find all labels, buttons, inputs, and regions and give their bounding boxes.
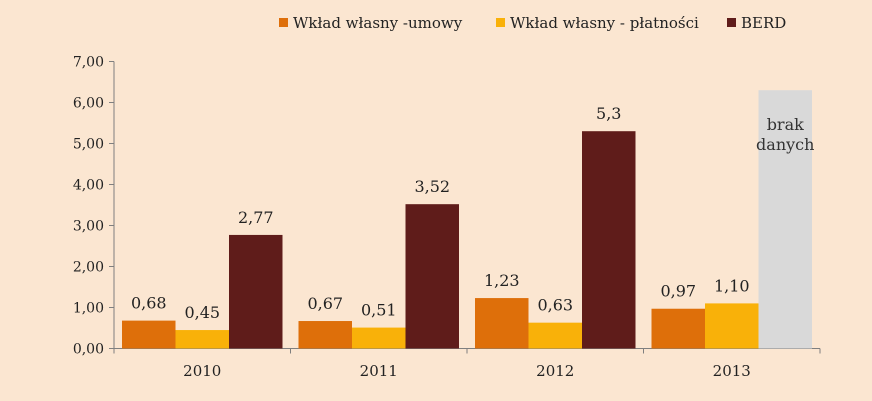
data-label: 0,97 <box>660 282 696 301</box>
y-tick-label: 4,00 <box>73 178 104 194</box>
bar <box>175 330 229 349</box>
x-axis: 2010 2011 2012 2013 <box>113 348 821 380</box>
data-label: 0,68 <box>131 294 167 313</box>
data-label: 0,67 <box>307 294 343 313</box>
data-label: 0,63 <box>537 296 573 315</box>
x-tick-label: 2012 <box>536 362 574 380</box>
y-axis: 0,00 1,00 2,00 3,00 4,00 5,00 6,00 7,00 <box>73 55 115 358</box>
data-label: 0,51 <box>361 301 397 320</box>
x-tick-label: 2013 <box>713 362 751 380</box>
data-label: 1,23 <box>484 271 520 290</box>
legend-label: Wkład własny - płatności <box>510 14 699 32</box>
bar <box>475 298 529 349</box>
data-label: 1,10 <box>714 276 750 295</box>
bar <box>528 322 582 349</box>
x-tick-label: 2011 <box>360 362 398 380</box>
missing-data-note: brak <box>767 115 804 134</box>
legend-swatch <box>727 18 736 27</box>
bar <box>298 321 352 349</box>
bar <box>651 308 705 349</box>
x-tick-label: 2010 <box>183 362 221 380</box>
bar <box>705 303 759 349</box>
legend-swatch <box>279 18 288 27</box>
bar <box>352 327 406 349</box>
data-label: 0,45 <box>184 303 220 322</box>
data-label: 3,52 <box>414 177 450 196</box>
y-tick-label: 1,00 <box>73 301 104 317</box>
missing-data-bar <box>758 90 812 349</box>
data-label: 2,77 <box>238 208 274 227</box>
bar <box>229 234 283 349</box>
y-tick-label: 0,00 <box>73 342 104 358</box>
y-tick-label: 3,00 <box>73 219 104 235</box>
legend-label: Wkład własny -umowy <box>293 14 463 32</box>
bar <box>582 131 636 349</box>
data-label: 5,3 <box>596 104 621 123</box>
y-tick-label: 6,00 <box>73 96 104 112</box>
legend-label: BERD <box>741 14 786 32</box>
y-tick-label: 2,00 <box>73 260 104 276</box>
y-tick-label: 7,00 <box>73 55 104 71</box>
bars <box>122 90 812 349</box>
missing-data-note: danych <box>756 135 814 154</box>
data-labels: 0,68 0,45 2,77 0,67 0,51 3,52 1,23 0,63 5,3 0,97 1… <box>131 104 815 322</box>
legend-swatch <box>496 18 505 27</box>
bar <box>405 204 459 349</box>
bar <box>122 320 176 349</box>
legend: Wkład własny -umowy Wkład własny - płatno… <box>279 14 786 32</box>
y-tick-label: 5,00 <box>73 137 104 153</box>
